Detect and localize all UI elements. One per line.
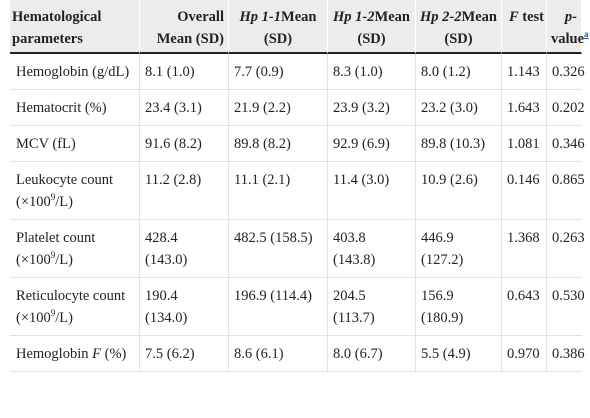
table-body: Hemoglobin (g/dL) 8.1 (1.0) 7.7 (0.9) 8.… bbox=[10, 54, 585, 372]
header-hp12-genotype: Hp 1-2 bbox=[333, 9, 375, 25]
table-row: Platelet count (×1009/L) 428.4 (143.0) 4… bbox=[10, 220, 585, 278]
parameter-text: Reticulocyte count (×100 bbox=[16, 288, 126, 326]
row-parameter: Platelet count (×1009/L) bbox=[10, 220, 140, 278]
header-p-word: value bbox=[551, 31, 585, 47]
parameter-unit-suffix: /L) bbox=[55, 310, 73, 326]
parameter-text: Hemoglobin bbox=[16, 346, 93, 362]
cell-hp11: 21.9 (2.2) bbox=[229, 90, 328, 126]
row-parameter: Leukocyte count (×1009/L) bbox=[10, 162, 140, 220]
parameter-italic-letter: F bbox=[92, 346, 101, 362]
table-row: Reticulocyte count (×1009/L) 190.4 (134.… bbox=[10, 278, 585, 336]
cell-f-test: 0.643 bbox=[502, 278, 547, 336]
parameter-exponent: 9 bbox=[50, 192, 56, 203]
cell-hp12: 11.4 (3.0) bbox=[328, 162, 416, 220]
header-parameters: Hematological parameters bbox=[10, 0, 140, 54]
parameter-exponent: 9 bbox=[50, 250, 56, 261]
parameter-unit-suffix: /L) bbox=[55, 194, 73, 210]
cell-hp11: 8.6 (6.1) bbox=[229, 336, 328, 372]
cell-f-test: 1.081 bbox=[502, 126, 547, 162]
parameter-text: Platelet count (×100 bbox=[16, 230, 96, 268]
cell-overall: 190.4 (134.0) bbox=[140, 278, 229, 336]
table-row: MCV (fL) 91.6 (8.2) 89.8 (8.2) 92.9 (6.9… bbox=[10, 126, 585, 162]
cell-overall: 428.4 (143.0) bbox=[140, 220, 229, 278]
header-f-test: F test bbox=[502, 0, 547, 54]
table-row: Hemoglobin (g/dL) 8.1 (1.0) 7.7 (0.9) 8.… bbox=[10, 54, 585, 90]
cell-hp11: 7.7 (0.9) bbox=[229, 54, 328, 90]
cell-p-value: 0.263 bbox=[547, 220, 585, 278]
header-hp11-genotype: Hp 1-1 bbox=[239, 9, 282, 25]
row-parameter: MCV (fL) bbox=[10, 126, 140, 162]
cell-hp11: 11.1 (2.1) bbox=[229, 162, 328, 220]
hematological-parameters-table: Hematological parameters Overall Mean (S… bbox=[10, 0, 589, 372]
header-f-word: test bbox=[522, 9, 544, 25]
cell-hp22: 446.9 (127.2) bbox=[416, 220, 502, 278]
cell-p-value: 0.202 bbox=[547, 90, 585, 126]
cell-hp11: 89.8 (8.2) bbox=[229, 126, 328, 162]
cell-hp22: 5.5 (4.9) bbox=[416, 336, 502, 372]
header-hp11-stat: Mean (SD) bbox=[263, 9, 317, 47]
cell-overall: 7.5 (6.2) bbox=[140, 336, 229, 372]
row-parameter: Reticulocyte count (×1009/L) bbox=[10, 278, 140, 336]
parameter-exponent: 9 bbox=[50, 308, 56, 319]
parameter-unit-suffix: (%) bbox=[100, 346, 127, 362]
table-row: Hematocrit (%) 23.4 (3.1) 21.9 (2.2) 23.… bbox=[10, 90, 585, 126]
cell-f-test: 1.143 bbox=[502, 54, 547, 90]
cell-hp22: 23.2 (3.0) bbox=[416, 90, 502, 126]
header-parameters-label: Hematological parameters bbox=[12, 9, 102, 47]
cell-overall: 23.4 (3.1) bbox=[140, 90, 229, 126]
hematology-table-container: Hematological parameters Overall Mean (S… bbox=[10, 0, 589, 372]
header-hp22: Hp 2-2Mean (SD) bbox=[416, 0, 502, 54]
header-p-prefix: p- bbox=[564, 9, 577, 25]
cell-hp12: 23.9 (3.2) bbox=[328, 90, 416, 126]
table-row: Leukocyte count (×1009/L) 11.2 (2.8) 11.… bbox=[10, 162, 585, 220]
header-hp11: Hp 1-1Mean (SD) bbox=[229, 0, 328, 54]
cell-hp12: 204.5 (113.7) bbox=[328, 278, 416, 336]
cell-p-value: 0.346 bbox=[547, 126, 585, 162]
cell-p-value: 0.865 bbox=[547, 162, 585, 220]
cell-f-test: 0.970 bbox=[502, 336, 547, 372]
parameter-text: Leukocyte count (×100 bbox=[16, 172, 114, 210]
header-hp12-stat: Mean (SD) bbox=[357, 9, 410, 47]
cell-p-value: 0.530 bbox=[547, 278, 585, 336]
cell-hp22: 89.8 (10.3) bbox=[416, 126, 502, 162]
header-row: Hematological parameters Overall Mean (S… bbox=[10, 0, 589, 54]
row-parameter: Hemoglobin (g/dL) bbox=[10, 54, 140, 90]
cell-f-test: 1.643 bbox=[502, 90, 547, 126]
cell-overall: 11.2 (2.8) bbox=[140, 162, 229, 220]
cell-hp22: 8.0 (1.2) bbox=[416, 54, 502, 90]
cell-hp22: 156.9 (180.9) bbox=[416, 278, 502, 336]
cell-hp12: 8.3 (1.0) bbox=[328, 54, 416, 90]
header-hp22-genotype: Hp 2-2 bbox=[420, 9, 462, 25]
footnote-a-link[interactable]: a bbox=[584, 29, 589, 40]
cell-hp11: 482.5 (158.5) bbox=[229, 220, 328, 278]
cell-hp11: 196.9 (114.4) bbox=[229, 278, 328, 336]
row-parameter: Hemoglobin F (%) bbox=[10, 336, 140, 372]
cell-overall: 8.1 (1.0) bbox=[140, 54, 229, 90]
cell-p-value: 0.326 bbox=[547, 54, 585, 90]
cell-overall: 91.6 (8.2) bbox=[140, 126, 229, 162]
header-p-value: p- valuea bbox=[547, 0, 589, 54]
row-parameter: Hematocrit (%) bbox=[10, 90, 140, 126]
header-hp12: Hp 1-2Mean (SD) bbox=[328, 0, 416, 54]
cell-hp12: 92.9 (6.9) bbox=[328, 126, 416, 162]
header-overall: Overall Mean (SD) bbox=[140, 0, 229, 54]
table-header: Hematological parameters Overall Mean (S… bbox=[10, 0, 589, 54]
cell-f-test: 1.368 bbox=[502, 220, 547, 278]
parameter-unit-suffix: /L) bbox=[55, 252, 73, 268]
header-f-letter: F bbox=[508, 9, 519, 25]
cell-p-value: 0.386 bbox=[547, 336, 585, 372]
table-row: Hemoglobin F (%) 7.5 (6.2) 8.6 (6.1) 8.0… bbox=[10, 336, 585, 372]
header-hp22-stat: Mean (SD) bbox=[444, 9, 497, 47]
cell-hp12: 8.0 (6.7) bbox=[328, 336, 416, 372]
cell-hp22: 10.9 (2.6) bbox=[416, 162, 502, 220]
cell-hp12: 403.8 (143.8) bbox=[328, 220, 416, 278]
cell-f-test: 0.146 bbox=[502, 162, 547, 220]
header-overall-label: Overall Mean (SD) bbox=[156, 9, 224, 47]
